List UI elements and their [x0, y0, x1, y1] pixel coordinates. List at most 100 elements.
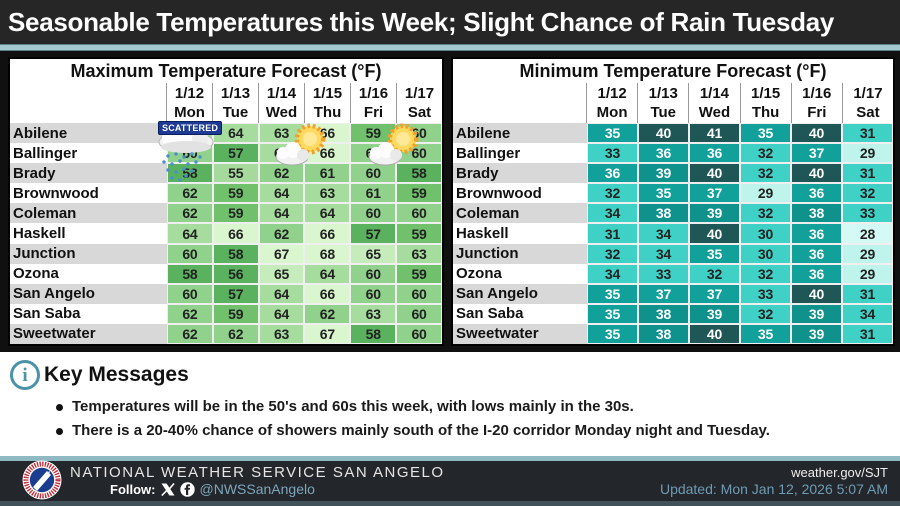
temp-cell: 29: [842, 263, 893, 284]
temp-cell: 64: [258, 203, 305, 224]
temp-cell: 40: [791, 163, 842, 184]
temp-cell: 30: [740, 243, 791, 264]
city-label: San Angelo: [10, 283, 167, 304]
city-label: Sweetwater: [453, 323, 587, 345]
partly-cloudy-icon: [275, 123, 326, 166]
temp-cell: 37: [689, 283, 740, 304]
temp-cell: 60: [350, 263, 397, 284]
column-header: 1/12 Mon: [587, 83, 639, 123]
city-label: Abilene: [10, 123, 167, 144]
temp-cell: 36: [638, 143, 689, 164]
temp-cell: 64: [304, 263, 351, 284]
table-row: San Saba 35 38 39 32 39 34: [453, 303, 893, 324]
column-header: 1/17 Sat: [853, 85, 883, 121]
temp-cell: 63: [396, 243, 442, 264]
city-label: Coleman: [453, 203, 587, 224]
key-message-bullet: Temperatures will be in the 50's and 60s…: [56, 398, 900, 415]
temp-cell: 62: [304, 303, 351, 324]
footer-follow-row: Follow: @NWSSanAngelo: [110, 481, 445, 498]
city-label: Sweetwater: [10, 323, 167, 345]
temp-cell: 37: [791, 143, 842, 164]
temp-cell: 40: [791, 123, 842, 144]
temp-cell: 57: [350, 223, 397, 244]
table-row: San Angelo 35 37 37 33 40 31: [453, 283, 893, 304]
column-header: 1/12 Mon: [167, 83, 213, 123]
table-row: Abilene 35 40 41 35 40 31: [453, 123, 893, 144]
banner-title: Seasonable Temperatures this Week; Sligh…: [8, 6, 835, 37]
temp-cell: 55: [212, 163, 259, 184]
temp-cell: 58: [212, 243, 259, 264]
temp-cell: 65: [258, 263, 305, 284]
max-temp-table: Maximum Temperature Forecast (°F) 1/12 Mo…: [8, 57, 444, 346]
temp-cell: 29: [740, 183, 791, 204]
temp-cell: 60: [396, 283, 442, 304]
temp-cell: 41: [689, 123, 740, 144]
column-header: 1/13 Tue: [638, 83, 690, 123]
temp-cell: 38: [638, 203, 689, 224]
footer-right: weather.gov/SJT Updated: Mon Jan 12, 202…: [660, 465, 888, 498]
temp-cell: 40: [689, 163, 740, 184]
temp-cell: 39: [791, 303, 842, 324]
city-label: San Saba: [10, 303, 167, 324]
temp-cell: 38: [638, 323, 689, 345]
temp-cell: 59: [212, 183, 259, 204]
temp-cell: 32: [740, 143, 791, 164]
table-row: Junction 60 58 67 68 65 63: [10, 243, 442, 264]
table-row: Sweetwater 35 38 40 35 39 31: [453, 323, 893, 345]
temp-cell: 60: [350, 283, 397, 304]
follow-label: Follow:: [110, 482, 156, 497]
max-table-header: 1/12 Mon 1/13 Tue 1/14 Wed 1/15 Thu 1/16 Fri 1/17 S…: [10, 83, 442, 123]
temp-cell: 59: [396, 183, 442, 204]
temp-cell: 59: [396, 263, 442, 284]
city-label: Ballinger: [453, 143, 587, 164]
column-header: 1/15 Thu: [741, 83, 792, 123]
temp-cell: 39: [791, 323, 842, 345]
temp-cell: 62: [212, 323, 259, 345]
temp-cell: 63: [304, 183, 351, 204]
key-message-bullet: There is a 20-40% chance of showers main…: [56, 422, 900, 439]
temp-cell: 59: [396, 223, 442, 244]
temp-cell: 58: [350, 323, 397, 345]
city-label: Brady: [453, 163, 587, 184]
temp-cell: 61: [350, 183, 397, 204]
city-label: Ballinger: [10, 143, 167, 164]
temp-cell: 67: [258, 243, 305, 264]
column-header: 1/16 Fri: [792, 83, 843, 123]
temp-cell: 32: [740, 203, 791, 224]
temp-cell: 66: [304, 283, 351, 304]
temp-cell: 33: [587, 143, 638, 164]
temp-cell: 67: [304, 323, 351, 345]
banner: Seasonable Temperatures this Week; Sligh…: [0, 0, 900, 44]
city-label: San Angelo: [453, 283, 587, 304]
city-label: Junction: [10, 243, 167, 264]
temp-cell: 36: [689, 143, 740, 164]
footer-org-name: NATIONAL WEATHER SERVICE SAN ANGELO: [70, 464, 445, 481]
temp-cell: 28: [842, 223, 893, 244]
column-header: 1/15 Thu: [305, 83, 351, 123]
temp-cell: 36: [587, 163, 638, 184]
temp-cell: 60: [396, 203, 442, 224]
city-label: Abilene: [453, 123, 587, 144]
table-row: Junction 32 34 35 30 36 29: [453, 243, 893, 264]
bottom-edge-strip: [0, 501, 900, 506]
temp-cell: 39: [689, 203, 740, 224]
temp-cell: 64: [258, 183, 305, 204]
temp-cell: 66: [304, 223, 351, 244]
temp-cell: 62: [258, 163, 305, 184]
temp-cell: 37: [638, 283, 689, 304]
city-label: Haskell: [10, 223, 167, 244]
key-messages-header: i Key Messages: [10, 360, 900, 390]
header-label-spacer: [10, 83, 167, 123]
table-row: Ballinger 33 36 36 32 37 29: [453, 143, 893, 164]
temp-cell: 57: [212, 143, 259, 164]
scattered-label: SCATTERED: [158, 121, 223, 135]
min-table-header: 1/12 Mon 1/13 Tue 1/14 Wed 1/15 Thu 1/16 Fri 1/17 S…: [453, 83, 893, 123]
temp-cell: 30: [740, 223, 791, 244]
temp-cell: 59: [212, 203, 259, 224]
temp-cell: 32: [689, 263, 740, 284]
column-header: 1/14 Wed: [689, 83, 741, 123]
temp-cell: 60: [350, 203, 397, 224]
table-row: Ozona 34 33 32 32 36 29: [453, 263, 893, 284]
temp-cell: 31: [842, 283, 893, 304]
table-row: Haskell 31 34 40 30 36 28: [453, 223, 893, 244]
